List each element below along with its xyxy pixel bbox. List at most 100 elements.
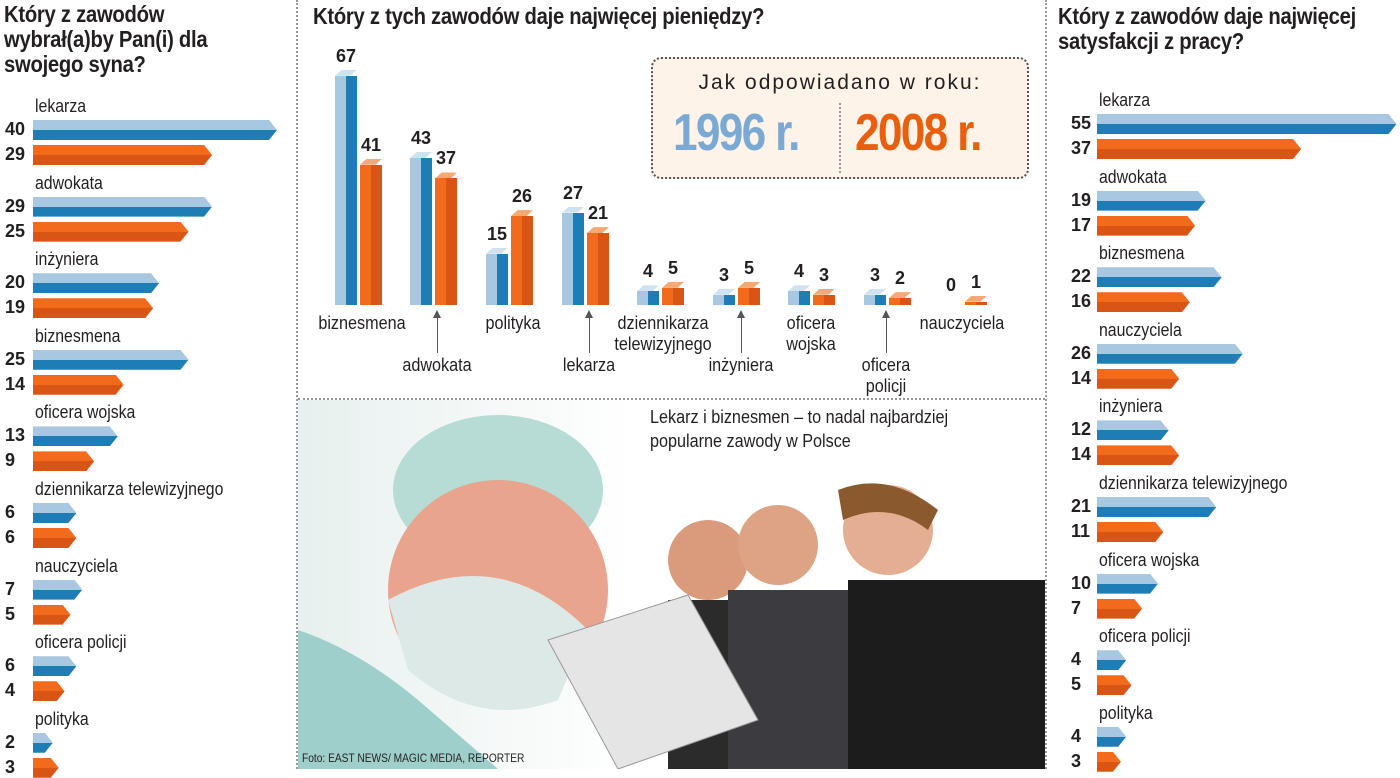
- bar-2008: [1097, 369, 1179, 389]
- bar-2008: [33, 681, 65, 701]
- legend-year-2008: 2008 r.: [855, 104, 982, 162]
- arrow-icon: [433, 310, 441, 318]
- divider-photo: [298, 398, 1045, 400]
- legend-separator: [839, 103, 841, 173]
- right-chart-title: Który z zawodów daje najwięcej satysfakc…: [1058, 4, 1357, 54]
- arrow-line: [589, 317, 590, 353]
- bar-1996: [1097, 267, 1222, 287]
- data-label: 27: [562, 182, 584, 203]
- bar-cap: [738, 281, 760, 288]
- data-label: 4: [5, 680, 16, 701]
- data-label: 4: [1071, 725, 1082, 746]
- data-label: 12: [1071, 419, 1092, 440]
- category-label: polityka: [1099, 702, 1153, 723]
- bar-1996: [713, 294, 735, 305]
- left-title-text: Który z zawodów wybrał(a)by Pan(i) dla s…: [4, 1, 208, 77]
- data-label: 5: [743, 257, 754, 278]
- category-label: oficera wojska: [35, 402, 136, 423]
- category-label: lekarza: [562, 355, 616, 375]
- data-label: 26: [1071, 342, 1092, 363]
- left-chart-title: Który z zawodów wybrał(a)by Pan(i) dla s…: [4, 2, 220, 77]
- category-label: nauczyciela: [919, 313, 1005, 333]
- bar-2008: [33, 528, 76, 548]
- data-label: 14: [5, 373, 26, 394]
- category-label: lekarza: [1099, 90, 1151, 110]
- bar-2008: [33, 222, 189, 242]
- bar-1996: [637, 291, 659, 305]
- bar-cap: [889, 292, 911, 299]
- data-label: 6: [5, 527, 16, 547]
- bar-cap: [511, 210, 533, 217]
- bar-cap: [788, 285, 810, 292]
- bar-1996: [562, 212, 584, 305]
- data-label: 2: [894, 268, 905, 289]
- data-label: 29: [5, 195, 26, 216]
- category-label: inżyniera: [708, 355, 774, 375]
- bar-cap: [965, 295, 987, 302]
- category-label: nauczyciela: [1099, 319, 1182, 340]
- data-label: 4: [793, 261, 804, 282]
- category-label: oficera wojska: [786, 313, 836, 354]
- category-label: adwokata: [402, 355, 472, 375]
- woman-suit: [848, 580, 1045, 769]
- woman-hair: [838, 483, 938, 530]
- data-label: 20: [5, 272, 26, 293]
- data-label: 5: [667, 257, 678, 278]
- data-label: 3: [869, 264, 880, 285]
- data-label: 14: [1071, 444, 1092, 465]
- middle-chart-title: Który z tych zawodów daje najwięcej pien…: [313, 3, 765, 29]
- surgical-mask: [388, 576, 588, 710]
- bar-cap: [713, 288, 735, 295]
- bar-cap: [813, 288, 835, 295]
- bar-2008: [1097, 216, 1195, 236]
- data-label: 22: [1071, 266, 1092, 287]
- bar-2008: [33, 605, 71, 625]
- bar-cap: [864, 288, 886, 295]
- data-label: 9: [5, 450, 16, 471]
- bar-2008: [587, 233, 609, 305]
- arrow-line: [741, 317, 742, 353]
- bar-cap: [562, 206, 584, 213]
- bar-2008: [33, 298, 153, 318]
- bar-cap: [410, 151, 432, 158]
- legend-box: Jak odpowiadano w roku: 1996 r. 2008 r.: [651, 57, 1029, 179]
- category-label: biznesmena: [1099, 243, 1185, 264]
- man-2-face: [738, 505, 818, 585]
- bar-1996: [33, 656, 76, 676]
- bar-1996: [33, 580, 82, 600]
- bar-1996: [1097, 574, 1158, 594]
- data-label: 5: [5, 603, 16, 624]
- arrow-icon: [585, 310, 593, 318]
- bar-2008: [360, 164, 382, 305]
- data-label: 2: [5, 731, 16, 752]
- data-label: 5: [1071, 674, 1082, 695]
- bar-1996: [788, 291, 810, 305]
- bar-1996: [33, 503, 76, 523]
- data-label: 3: [1071, 750, 1082, 771]
- photo-caption: Lekarz i biznesmen – to nadal najbardzie…: [650, 407, 949, 451]
- bar-1996: [1097, 420, 1169, 440]
- bar-cap: [360, 158, 382, 165]
- bar-2008: [813, 294, 835, 305]
- data-label: 10: [1071, 572, 1092, 593]
- data-label: 7: [5, 578, 16, 599]
- category-label: inżyniera: [1099, 396, 1163, 417]
- data-label: 25: [5, 220, 26, 241]
- legend-heading: Jak odpowiadano w roku:: [698, 71, 982, 94]
- bar-2008: [33, 145, 212, 165]
- photo-illustration: [298, 415, 1045, 769]
- divider-left: [296, 0, 298, 769]
- legend-year-1996: 1996 r.: [673, 104, 800, 162]
- bar-2008: [33, 758, 59, 778]
- bar-1996: [335, 75, 357, 305]
- bar-1996: [1097, 727, 1126, 747]
- data-label: 25: [5, 348, 26, 369]
- bar-1996: [33, 426, 118, 446]
- data-label: 26: [511, 186, 533, 207]
- category-label: polityka: [35, 708, 89, 729]
- category-label: polityka: [485, 313, 541, 333]
- bar-cap: [335, 69, 357, 76]
- photo: [298, 400, 1045, 769]
- bar-1996: [33, 733, 53, 753]
- bar-2008: [511, 216, 533, 305]
